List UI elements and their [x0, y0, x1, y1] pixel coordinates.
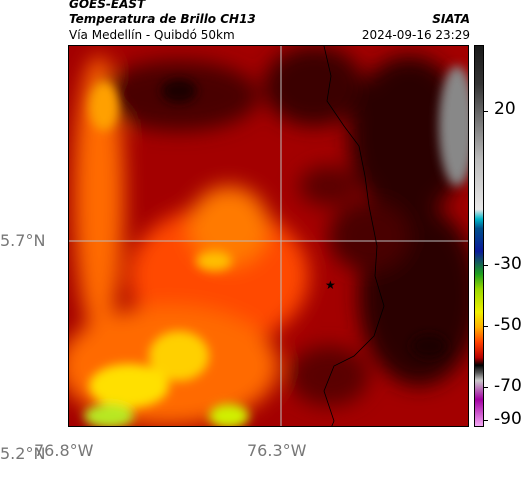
political-border-line — [323, 46, 385, 426]
agency-label: SIATA — [432, 12, 470, 26]
location-marker-icon: ★ — [325, 278, 336, 292]
brightness-temperature-map — [69, 46, 468, 426]
colorbar-label-minus-50: -50 — [494, 315, 522, 335]
colorbar-label-minus-70: -70 — [494, 376, 522, 396]
title-satellite: GOES-EAST — [69, 0, 146, 11]
colorbar-tick — [484, 326, 488, 327]
colorbar-label-minus-30: -30 — [494, 254, 522, 274]
lon-label-76-3: 76.3°W — [247, 441, 307, 460]
title-region: Vía Medellín - Quibdó 50km — [69, 28, 235, 42]
lon-label-76-8: 76.8°W — [34, 441, 94, 460]
colorbar-label-20: 20 — [494, 99, 516, 119]
colorbar-label-minus-90: -90 — [494, 409, 522, 429]
temperature-colorbar — [474, 45, 484, 427]
colorbar-tick — [484, 111, 488, 112]
colorbar-tick — [484, 387, 488, 388]
lat-label-5-2: 5.2°N — [0, 444, 46, 463]
colorbar-tick — [484, 420, 488, 421]
colorbar-tick — [484, 265, 488, 266]
title-product: Temperatura de Brillo CH13 — [69, 12, 256, 26]
lat-label-5-7: 5.7°N — [0, 231, 46, 250]
timestamp-label: 2024-09-16 23:29 — [361, 28, 470, 42]
map-panel: ★ — [68, 45, 469, 427]
